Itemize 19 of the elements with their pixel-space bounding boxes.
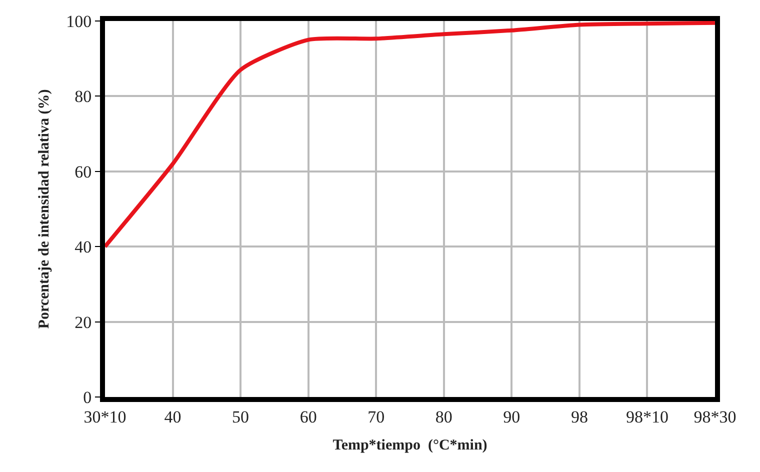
- x-tick-label: 98*30: [694, 407, 736, 426]
- y-axis-title: Porcentaje de intensidad relativa (%): [36, 89, 52, 329]
- y-tick-label: 0: [83, 388, 92, 407]
- x-tick-label: 80: [435, 407, 452, 426]
- line-series: [105, 21, 715, 249]
- y-tick-label: 40: [74, 238, 92, 257]
- y-tick-label: 60: [74, 162, 92, 182]
- x-axis-title: Temp*tiempo (°C*min): [332, 437, 488, 454]
- x-tick-label: 98: [570, 407, 588, 426]
- x-tick-label: 50: [232, 407, 250, 426]
- y-tick-label: 80: [74, 87, 92, 106]
- x-tick-label: 40: [164, 407, 182, 426]
- x-tick-label: 70: [368, 407, 385, 426]
- y-tick-label: 100: [66, 12, 92, 31]
- x-tick-label: 60: [300, 407, 317, 426]
- x-tick-label: 30*10: [84, 407, 126, 426]
- x-tick-label: 98*10: [626, 407, 668, 426]
- y-tick-label: 20: [74, 312, 92, 332]
- x-tick-label: 90: [503, 407, 520, 426]
